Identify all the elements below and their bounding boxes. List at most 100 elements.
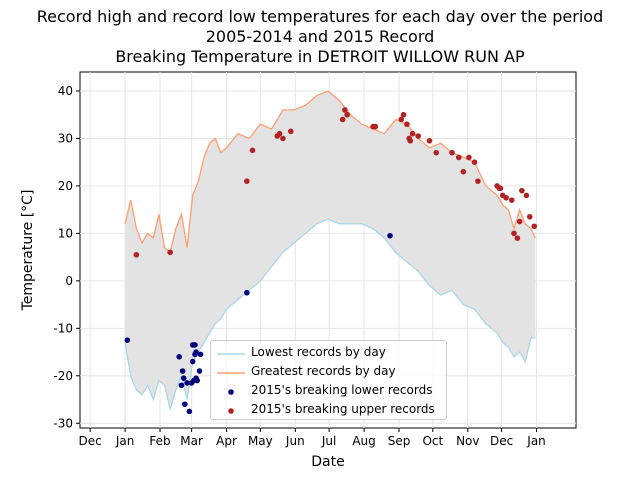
- high-break-point: [508, 197, 515, 203]
- low-break-point: [179, 368, 186, 374]
- low-break-point: [244, 289, 250, 296]
- x-tick-label: Jun: [285, 434, 305, 448]
- legend-swatch-low-breaks: [228, 389, 234, 395]
- high-break-point: [404, 121, 410, 128]
- range-fill: [125, 91, 536, 409]
- legend-label-greatest: Greatest records by day: [251, 364, 396, 378]
- x-axis-ticks: Dec Jan Feb Mar Apr May Jun Jul Aug Sep Oct Nov Dec J…: [79, 428, 546, 448]
- low-break-point: [176, 354, 182, 360]
- low-break-point: [193, 349, 199, 355]
- low-break-point: [192, 342, 198, 348]
- chart-title-line-2: 2005-2014 and 2015 Record: [205, 27, 435, 46]
- x-tick-label: Feb: [149, 434, 170, 448]
- y-tick-label: 10: [58, 226, 73, 240]
- high-break-point: [133, 251, 140, 258]
- high-break-point: [344, 111, 350, 118]
- x-axis-label: Date: [311, 454, 344, 470]
- y-tick-label: 20: [58, 179, 73, 193]
- legend-label-lowest: Lowest records by day: [251, 345, 386, 359]
- high-break-point: [407, 138, 414, 144]
- low-break-point: [197, 351, 204, 358]
- high-break-point: [497, 185, 504, 192]
- low-break-point: [178, 382, 185, 389]
- high-break-point: [471, 159, 478, 165]
- legend-item-high-breaks: 2015's breaking upper records: [211, 401, 446, 420]
- x-tick-label: Mar: [180, 434, 203, 448]
- x-tick-label: Sep: [388, 434, 411, 448]
- series-line-lowest: [124, 218, 536, 412]
- high-break-point: [276, 130, 283, 137]
- x-tick-label: Oct: [422, 434, 443, 448]
- y-axis-label: Temperature [°C]: [20, 190, 36, 312]
- low-break-point: [194, 377, 201, 384]
- scatter-points: [124, 107, 538, 415]
- y-tick-label: 40: [58, 84, 73, 98]
- x-tick-label: Jan: [526, 434, 546, 448]
- plot-area-frame: [79, 71, 577, 429]
- high-break-point: [400, 111, 407, 118]
- high-break-point: [249, 147, 256, 154]
- high-break-point: [519, 187, 525, 194]
- legend-label-low-breaks: 2015's breaking lower records: [251, 383, 433, 397]
- y-axis-ticks: -30 -20 -10 0 10 20 30 40: [53, 84, 80, 430]
- legend-swatch-greatest: [217, 372, 245, 374]
- series-lines: [124, 90, 536, 412]
- series-line-greatest: [124, 90, 536, 254]
- low-break-point: [182, 401, 188, 408]
- high-break-point: [398, 116, 405, 123]
- x-tick-label: Jan: [115, 434, 135, 448]
- high-break-point: [409, 130, 416, 137]
- high-break-point: [516, 218, 523, 225]
- high-break-point: [455, 154, 462, 161]
- x-tick-label: May: [248, 434, 273, 448]
- low-break-point: [189, 358, 196, 365]
- legend-item-lowest: Lowest records by day: [211, 344, 446, 363]
- legend-swatch-high-breaks: [228, 408, 234, 414]
- high-break-point: [433, 149, 440, 156]
- low-break-point: [387, 232, 393, 239]
- low-break-point: [124, 337, 131, 343]
- high-break-point: [523, 192, 530, 199]
- y-tick-label: -20: [53, 369, 73, 383]
- high-break-point: [514, 235, 521, 241]
- range-fill-area: [125, 91, 536, 409]
- x-tick-label: Dec: [490, 434, 513, 448]
- high-break-point: [449, 149, 455, 156]
- x-tick-label: Dec: [79, 434, 102, 448]
- high-break-point: [167, 249, 173, 256]
- high-break-point: [280, 135, 286, 142]
- chart-title-line-3: Breaking Temperature in DETROIT WILLOW R…: [115, 47, 525, 66]
- legend-item-low-breaks: 2015's breaking lower records: [211, 382, 446, 401]
- high-break-point: [415, 133, 421, 139]
- legend-label-high-breaks: 2015's breaking upper records: [251, 402, 435, 416]
- low-break-point: [180, 375, 187, 381]
- high-break-point: [288, 128, 294, 135]
- x-tick-label: Aug: [352, 434, 375, 448]
- legend-swatch-lowest: [217, 353, 245, 355]
- high-break-point: [511, 230, 517, 237]
- high-break-point: [339, 116, 346, 123]
- low-break-point: [186, 408, 193, 415]
- y-tick-label: -10: [53, 321, 73, 335]
- y-tick-label: 0: [65, 274, 73, 288]
- x-tick-label: Nov: [456, 434, 479, 448]
- x-tick-label: Jul: [321, 434, 336, 448]
- high-break-point: [460, 168, 467, 175]
- high-break-point: [475, 178, 481, 184]
- high-break-point: [531, 223, 538, 230]
- high-break-point: [244, 178, 250, 184]
- high-break-point: [466, 154, 472, 161]
- high-break-point: [426, 138, 433, 144]
- legend: Lowest records by day Greatest records b…: [210, 340, 447, 420]
- low-break-point: [196, 368, 203, 374]
- low-break-point: [184, 380, 190, 386]
- high-break-point: [503, 194, 509, 201]
- high-break-point: [372, 123, 379, 130]
- y-tick-label: 30: [58, 131, 73, 145]
- legend-item-greatest: Greatest records by day: [211, 363, 446, 382]
- x-tick-label: Apr: [216, 434, 237, 448]
- chart-title-line-1: Record high and record low temperatures …: [36, 7, 604, 26]
- y-tick-label: -30: [53, 416, 73, 430]
- high-break-point: [342, 107, 348, 113]
- high-break-point: [526, 213, 533, 220]
